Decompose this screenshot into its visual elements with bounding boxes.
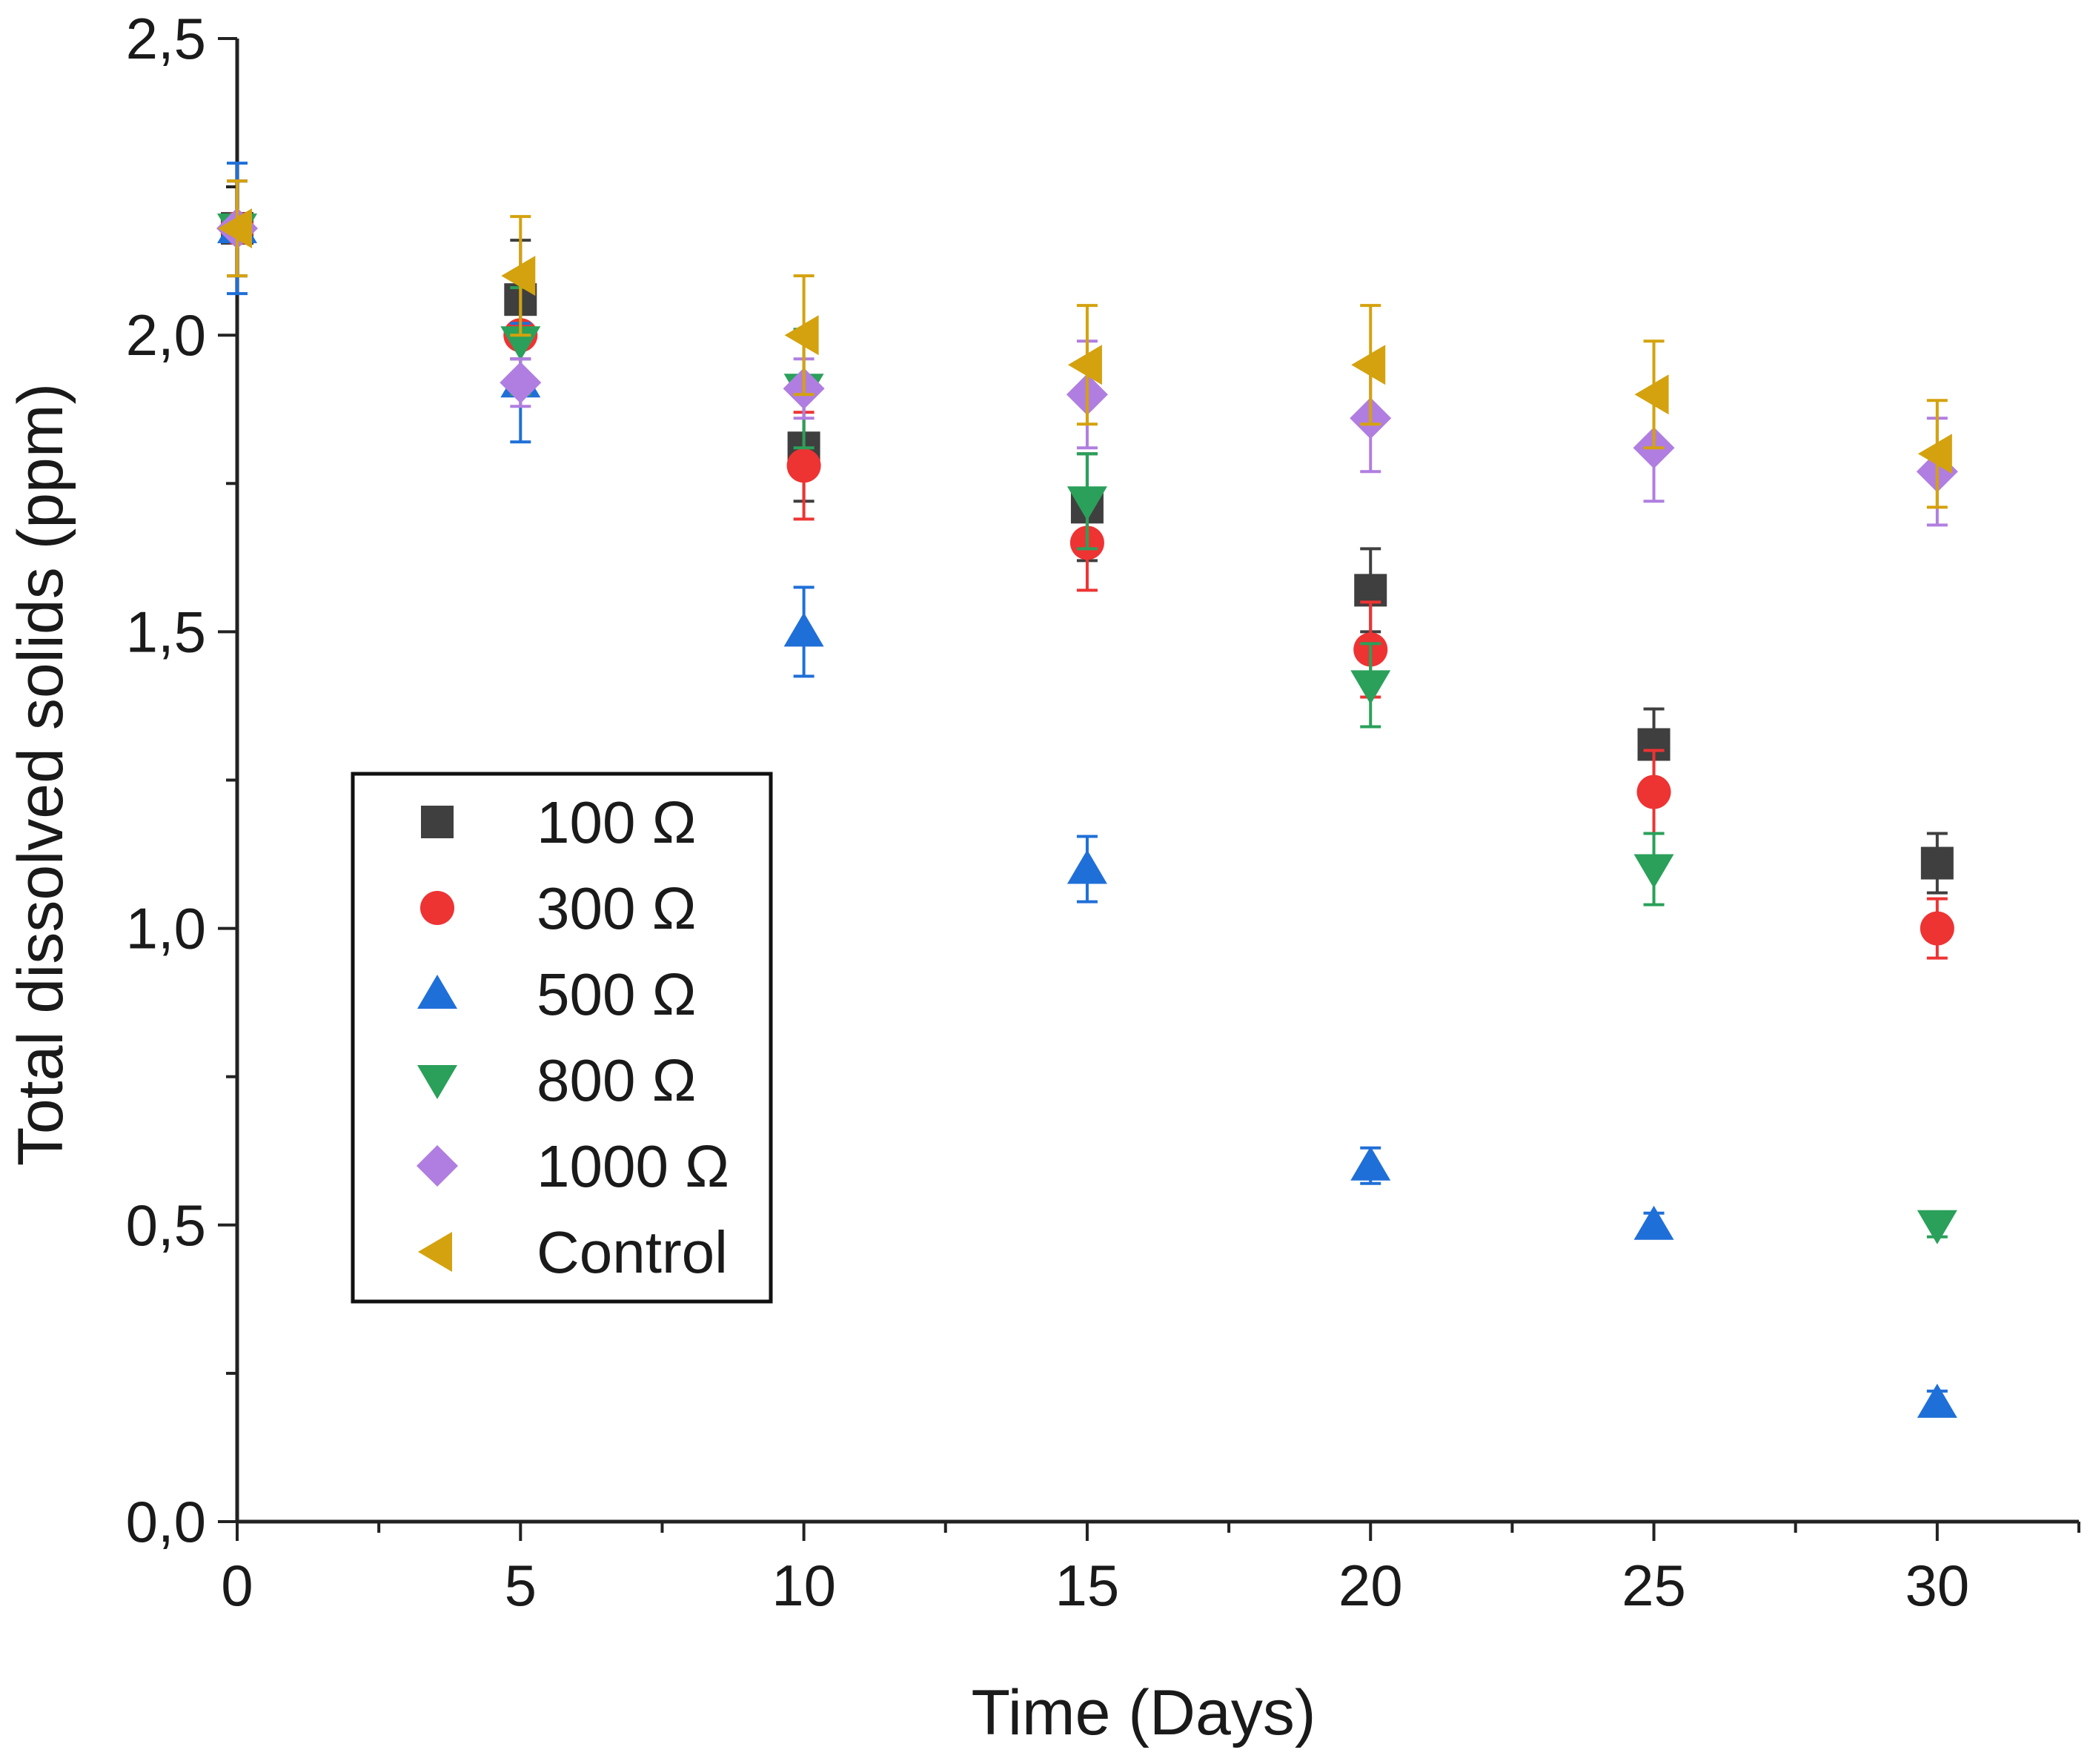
- plot-area: [216, 162, 1958, 1418]
- legend-marker: [418, 1232, 452, 1272]
- data-point: [1350, 670, 1391, 705]
- data-point: [218, 208, 252, 249]
- legend-entry: 100 Ω: [421, 789, 697, 855]
- legend: 100 Ω 300 Ω 500 Ω 800 Ω 1000 Ω Control: [351, 772, 773, 1304]
- legend-entry: 500 Ω: [417, 961, 697, 1027]
- legend-box: [351, 772, 773, 1304]
- data-point: [1066, 849, 1107, 884]
- legend-marker: [417, 975, 457, 1009]
- y-tick-label: 2,0: [126, 302, 206, 368]
- legend-entry: Control: [418, 1219, 728, 1285]
- y-tick-label: 0,5: [126, 1193, 206, 1258]
- data-point: [1920, 846, 1954, 880]
- x-tick-label: 20: [1338, 1553, 1403, 1618]
- legend-label: 300 Ω: [537, 875, 697, 941]
- data-point: [1917, 1383, 1957, 1418]
- data-point: [1350, 1146, 1391, 1181]
- x-tick-label: 10: [772, 1553, 836, 1618]
- x-tick-label: 5: [505, 1553, 537, 1618]
- data-point: [1066, 486, 1107, 521]
- legend-label: 500 Ω: [537, 961, 697, 1027]
- data-point: [1351, 345, 1386, 385]
- legend-label: 100 Ω: [537, 789, 697, 855]
- data-point: [1633, 1205, 1674, 1240]
- data-point: [500, 362, 542, 404]
- data-point: [1067, 345, 1102, 385]
- legend-label: 1000 Ω: [537, 1133, 729, 1199]
- data-point: [1633, 854, 1674, 889]
- x-axis-title: Time (Days): [971, 1677, 1316, 1748]
- x-tick-label: 30: [1905, 1553, 1969, 1618]
- data-point: [784, 315, 819, 356]
- legend-entry: 1000 Ω: [417, 1133, 729, 1199]
- legend-label: 800 Ω: [537, 1047, 697, 1113]
- data-point: [1920, 911, 1954, 946]
- legend-marker: [421, 806, 454, 838]
- axes: 0 5 10 15 20 25 30 0,0 0,5 1,0 1,5 2,0 2,5: [126, 6, 2080, 1618]
- data-point: [786, 448, 821, 483]
- data-point: [783, 612, 824, 647]
- data-point: [1917, 1210, 1957, 1244]
- y-tick-label: 0,0: [126, 1489, 206, 1554]
- legend-marker: [417, 1145, 458, 1187]
- legend-entry: 800 Ω: [417, 1047, 697, 1113]
- y-tick-label: 2,5: [126, 6, 206, 71]
- legend-marker: [417, 1065, 457, 1099]
- series-control: [218, 179, 1952, 509]
- data-point: [1917, 434, 1952, 474]
- x-tick-label: 25: [1622, 1553, 1686, 1618]
- y-tick-label: 1,5: [126, 599, 206, 664]
- x-tick-label: 0: [221, 1553, 253, 1618]
- x-tick-label: 15: [1055, 1553, 1120, 1618]
- data-point: [1636, 775, 1671, 809]
- legend-entry: 300 Ω: [420, 875, 697, 941]
- y-tick-label: 1,0: [126, 896, 206, 961]
- legend-marker: [420, 891, 454, 925]
- data-point: [501, 256, 536, 296]
- data-point: [1634, 374, 1669, 415]
- legend-label: Control: [537, 1219, 728, 1285]
- y-axis-title: Total dissolved solids (ppm): [5, 383, 76, 1166]
